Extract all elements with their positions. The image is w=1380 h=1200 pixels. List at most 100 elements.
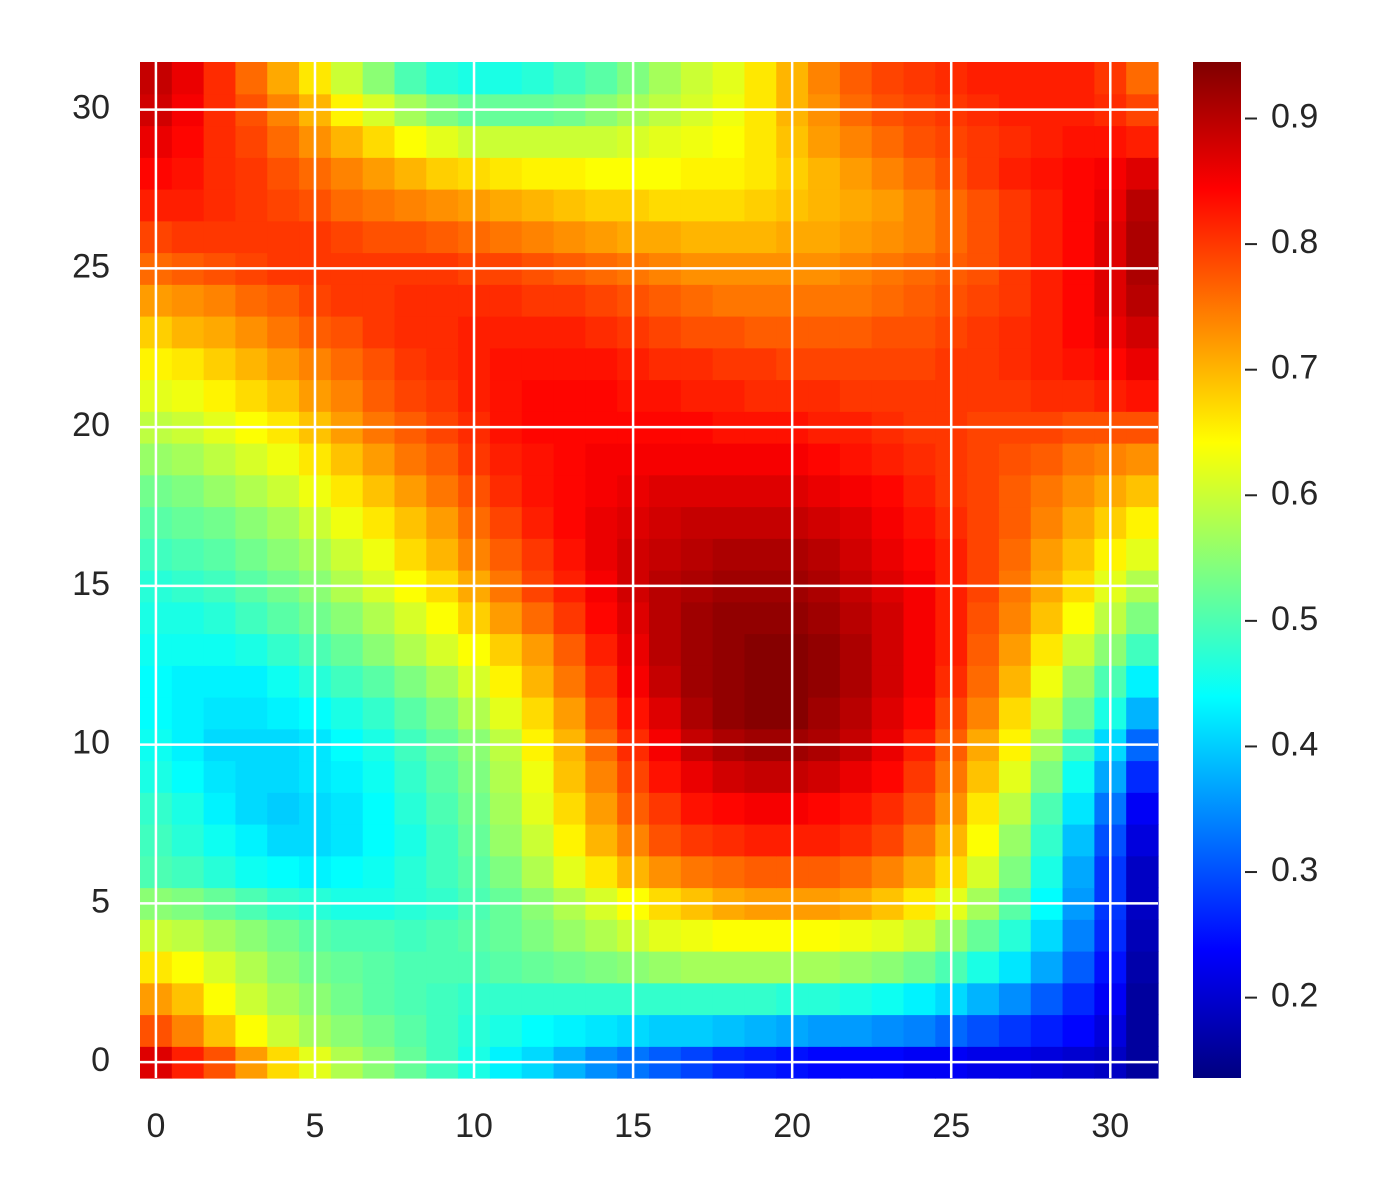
heatmap-cell <box>1062 506 1095 539</box>
heatmap-cell <box>267 379 300 412</box>
heatmap-cell <box>712 443 746 476</box>
heatmap-cell <box>839 665 873 698</box>
heatmap-cell <box>489 919 523 952</box>
heatmap-cell <box>903 824 936 857</box>
heatmap-cell <box>235 951 268 984</box>
heatmap-cell <box>362 316 396 349</box>
heatmap-cell <box>489 633 523 666</box>
heatmap-cell <box>839 189 873 222</box>
heatmap-cell <box>521 284 555 317</box>
heatmap-cell <box>680 1014 714 1047</box>
heatmap-cell <box>235 125 268 158</box>
heatmap-cell <box>839 1014 873 1047</box>
heatmap-cell <box>426 1014 459 1047</box>
heatmap-cell <box>521 760 555 793</box>
heatmap-cell <box>871 220 905 254</box>
heatmap-cell <box>362 284 396 317</box>
heatmap-cell <box>1030 506 1064 539</box>
heatmap-cell <box>871 443 905 476</box>
heatmap-cell <box>712 697 746 730</box>
heatmap-cell <box>521 62 555 95</box>
heatmap-cell <box>553 474 586 508</box>
heatmap-cell <box>585 1014 618 1047</box>
heatmap-cell <box>744 665 777 698</box>
heatmap-cell <box>967 220 1000 254</box>
heatmap-cell <box>330 697 364 730</box>
heatmap-cell <box>426 697 459 730</box>
heatmap-cell <box>839 347 873 381</box>
heatmap-cell <box>203 220 237 254</box>
heatmap-cell <box>839 538 873 571</box>
heatmap-cell <box>1062 474 1095 508</box>
heatmap-cell <box>649 665 682 698</box>
heatmap-cell <box>585 855 618 889</box>
heatmap-cell <box>489 62 523 95</box>
heatmap-cell <box>426 951 459 984</box>
x-tick-label: 5 <box>306 1107 325 1145</box>
heatmap-cell <box>1062 379 1095 412</box>
heatmap-cell <box>649 982 682 1016</box>
heatmap-cell <box>426 220 459 254</box>
heatmap-cell <box>489 443 523 476</box>
heatmap-cell <box>1126 982 1159 1016</box>
heatmap-cell <box>744 474 777 508</box>
heatmap-cell <box>235 316 268 349</box>
heatmap-cell <box>712 125 746 158</box>
heatmap-cell <box>680 982 714 1016</box>
heatmap-cell <box>808 62 841 95</box>
heatmap-cell <box>649 157 682 190</box>
heatmap-cell <box>171 506 205 539</box>
heatmap-cell <box>426 125 459 158</box>
heatmap-cell <box>330 601 364 635</box>
heatmap-cell <box>903 284 936 317</box>
heatmap-cell <box>267 506 300 539</box>
x-tick-label: 30 <box>1091 1107 1129 1145</box>
heatmap-cell <box>362 443 396 476</box>
heatmap-cell <box>489 1014 523 1047</box>
heatmap-cell <box>839 443 873 476</box>
heatmap-cell <box>1126 792 1159 825</box>
heatmap-cell <box>489 506 523 539</box>
heatmap-cell <box>967 1014 1000 1047</box>
heatmap-cell <box>998 1014 1032 1047</box>
heatmap-cell <box>649 62 682 95</box>
heatmap-cell <box>871 633 905 666</box>
heatmap-cell <box>903 982 936 1016</box>
heatmap-cell <box>649 1014 682 1047</box>
heatmap-cell <box>903 220 936 254</box>
heatmap-cell <box>744 982 777 1016</box>
heatmap-cell <box>521 506 555 539</box>
heatmap-cell <box>267 1014 300 1047</box>
heatmap-cell <box>394 316 427 349</box>
heatmap-cell <box>1126 601 1159 635</box>
heatmap-cell <box>871 601 905 635</box>
heatmap-cell <box>394 665 427 698</box>
heatmap-cell <box>1062 284 1095 317</box>
heatmap-cell <box>553 379 586 412</box>
heatmap-cell <box>362 633 396 666</box>
heatmap-cell <box>839 919 873 952</box>
heatmap-cell <box>521 474 555 508</box>
heatmap-cell <box>489 474 523 508</box>
heatmap-cell <box>171 760 205 793</box>
heatmap-cell <box>330 792 364 825</box>
heatmap-cell <box>426 189 459 222</box>
y-tick-label: 30 <box>72 89 110 127</box>
heatmap-cell <box>839 697 873 730</box>
heatmap-cell <box>712 316 746 349</box>
heatmap-cell <box>808 633 841 666</box>
heatmap-cell <box>808 665 841 698</box>
heatmap-cell <box>712 665 746 698</box>
heatmap-cell <box>871 951 905 984</box>
heatmap-cell <box>362 792 396 825</box>
heatmap-cell <box>235 379 268 412</box>
heatmap-cell <box>649 125 682 158</box>
heatmap-cell <box>171 443 205 476</box>
heatmap-cell <box>521 633 555 666</box>
heatmap-cell <box>1030 697 1064 730</box>
heatmap-cell <box>967 157 1000 190</box>
heatmap-cell <box>871 189 905 222</box>
heatmap-cell <box>744 157 777 190</box>
heatmap-cell <box>553 189 586 222</box>
heatmap-cell <box>839 474 873 508</box>
